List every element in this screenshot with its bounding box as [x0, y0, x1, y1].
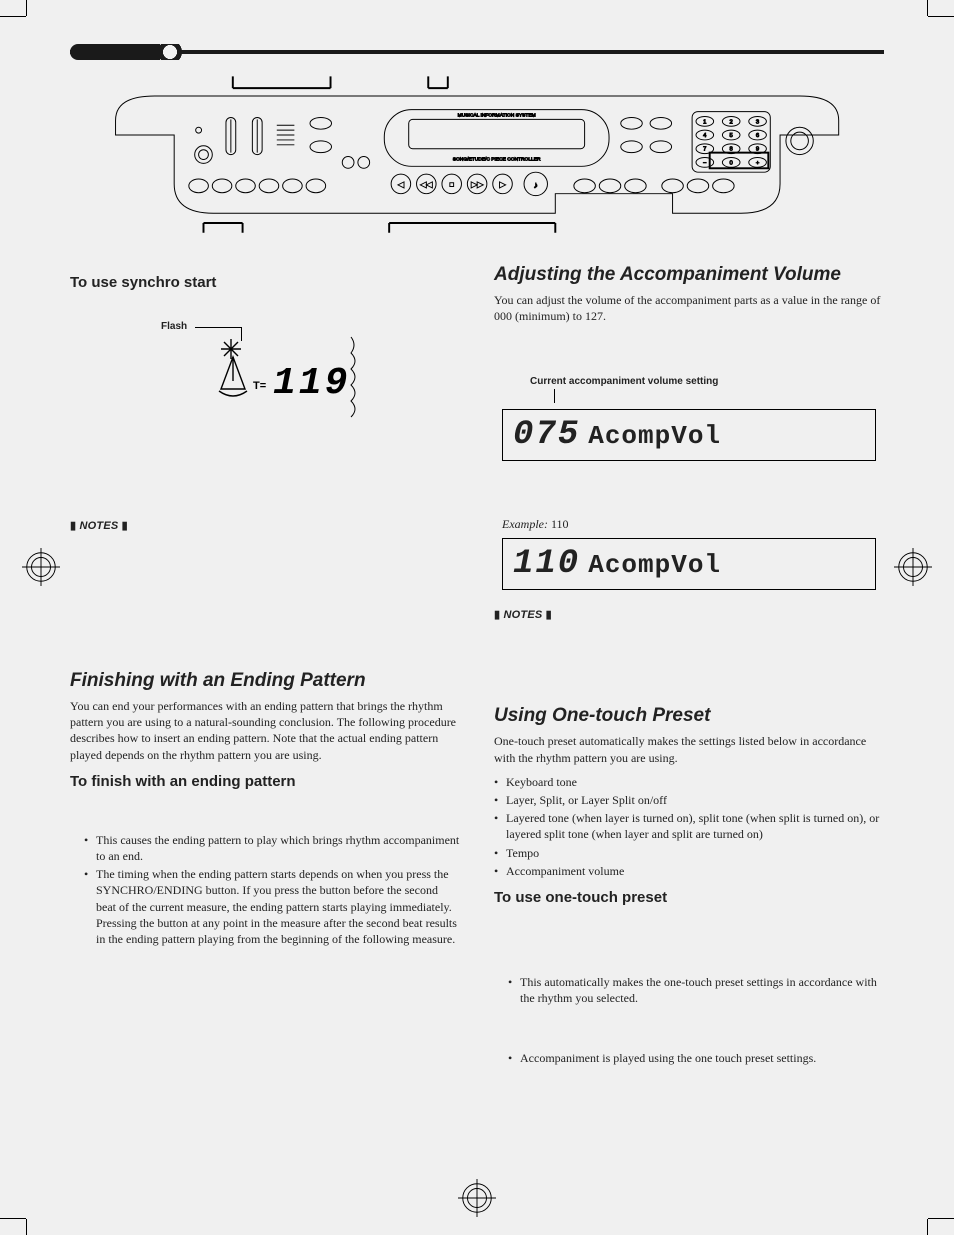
- svg-text:▶▶: ▶▶: [471, 180, 484, 189]
- caption-pointer-icon: [554, 389, 555, 403]
- crop-mark: [26, 0, 27, 16]
- list-item: This automatically makes the one-touch p…: [508, 974, 884, 1006]
- one-touch-body: One-touch preset automatically makes the…: [494, 733, 884, 765]
- crop-mark: [927, 1219, 928, 1235]
- one-touch-heading: Using One-touch Preset: [494, 705, 884, 727]
- finish-subheading: To finish with an ending pattern: [70, 773, 460, 790]
- current-setting-caption: Current accompaniment volume setting: [530, 376, 884, 387]
- finishing-body: You can end your performances with an en…: [70, 698, 460, 763]
- registration-mark-icon: [458, 1179, 496, 1217]
- list-item: Layered tone (when layer is turned on), …: [494, 810, 884, 842]
- svg-text:5: 5: [729, 133, 733, 139]
- svg-text:1: 1: [703, 120, 706, 126]
- flash-figure: Flash T= 119: [155, 317, 375, 427]
- right-column: Adjusting the Accompaniment Volume You c…: [494, 264, 884, 1076]
- lcd-readout: 110 AcompVol: [502, 538, 876, 590]
- list-item: Accompaniment volume: [494, 863, 884, 879]
- registration-mark-icon: [22, 548, 60, 586]
- svg-text:+: +: [756, 161, 760, 167]
- one-touch-subheading: To use one-touch preset: [494, 889, 884, 906]
- header-rule: [70, 40, 884, 64]
- list-item: Layer, Split, or Layer Split on/off: [494, 792, 884, 808]
- preset-step-bullets-2: Accompaniment is played using the one to…: [508, 1050, 884, 1066]
- svg-text:SONG/ETUDE/C PIECE CONTROLLER: SONG/ETUDE/C PIECE CONTROLLER: [453, 157, 541, 163]
- svg-text:MUSICAL INFORMATION SYSTEM: MUSICAL INFORMATION SYSTEM: [458, 113, 536, 119]
- keyboard-panel-figure: MUSICAL INFORMATION SYSTEM SONG/ETUDE/C …: [80, 70, 874, 240]
- crop-mark: [928, 1218, 954, 1219]
- svg-text:▶: ▶: [499, 180, 506, 189]
- svg-text:7: 7: [703, 147, 706, 153]
- preset-step-bullets-1: This automatically makes the one-touch p…: [508, 974, 884, 1006]
- svg-text:2: 2: [729, 120, 732, 126]
- finish-bullets: This causes the ending pattern to play w…: [84, 832, 460, 947]
- lcd-param: AcompVol: [588, 550, 721, 580]
- svg-text:■: ■: [449, 180, 454, 189]
- list-item: The timing when the ending pattern start…: [84, 866, 460, 947]
- svg-text:8: 8: [729, 147, 732, 153]
- synchro-start-heading: To use synchro start: [70, 274, 460, 291]
- example-label: Example: 110: [502, 517, 884, 532]
- crop-mark: [0, 16, 26, 17]
- lcd-value: 075: [513, 416, 580, 454]
- flash-label: Flash: [161, 321, 187, 332]
- page-content: MUSICAL INFORMATION SYSTEM SONG/ETUDE/C …: [70, 40, 884, 1175]
- svg-text:♪: ♪: [533, 180, 537, 190]
- finishing-heading: Finishing with an Ending Pattern: [70, 670, 460, 692]
- svg-text:119: 119: [273, 362, 350, 405]
- svg-text:9: 9: [756, 147, 759, 153]
- adjust-vol-body: You can adjust the volume of the accompa…: [494, 292, 884, 324]
- metronome-icon: T= 119: [213, 331, 373, 419]
- svg-text:◀◀: ◀◀: [420, 180, 433, 189]
- lcd-param: AcompVol: [588, 421, 721, 451]
- svg-text:6: 6: [756, 133, 759, 139]
- svg-text:−: −: [703, 161, 707, 167]
- left-column: To use synchro start Flash: [70, 264, 460, 1076]
- crop-mark: [26, 1219, 27, 1235]
- lcd-value: 110: [513, 545, 580, 583]
- list-item: Accompaniment is played using the one to…: [508, 1050, 884, 1066]
- list-item: This causes the ending pattern to play w…: [84, 832, 460, 864]
- registration-mark-icon: [894, 548, 932, 586]
- svg-text:3: 3: [756, 120, 759, 126]
- crop-mark: [928, 16, 954, 17]
- lcd-readout: 075 AcompVol: [502, 409, 876, 461]
- list-item: Keyboard tone: [494, 774, 884, 790]
- notes-label: NOTES: [494, 608, 884, 621]
- crop-mark: [927, 0, 928, 16]
- preset-feature-list: Keyboard tone Layer, Split, or Layer Spl…: [494, 774, 884, 879]
- svg-text:4: 4: [703, 133, 707, 139]
- svg-text:T=: T=: [253, 380, 266, 392]
- svg-text:0: 0: [729, 161, 733, 167]
- list-item: Tempo: [494, 845, 884, 861]
- notes-label: NOTES: [70, 519, 460, 532]
- svg-text:◀: ◀: [398, 180, 405, 189]
- adjust-vol-heading: Adjusting the Accompaniment Volume: [494, 264, 884, 286]
- crop-mark: [0, 1218, 26, 1219]
